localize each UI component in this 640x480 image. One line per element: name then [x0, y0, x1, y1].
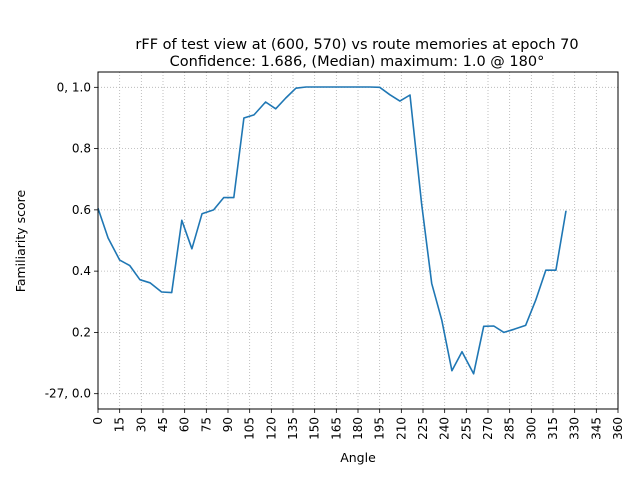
chart-title-line1: rFF of test view at (600, 570) vs route …: [135, 37, 578, 53]
x-tick-label: 360: [611, 417, 625, 440]
x-tick-label: 315: [546, 417, 560, 440]
x-tick-label: 150: [308, 417, 322, 440]
x-tick-label: 15: [113, 417, 127, 432]
x-tick-label: 120: [264, 417, 278, 440]
x-axis: 0 15 30 45 60 75 90 105 120 135 150 165 180 195 210 225…: [91, 409, 625, 440]
x-tick-label: 60: [178, 417, 192, 432]
x-tick-label: 240: [438, 417, 452, 440]
y-axis-label: Familiarity score: [13, 189, 28, 292]
y-tick-label: 0.6: [72, 203, 91, 217]
x-tick-label: 75: [199, 417, 213, 432]
y-tick-label: 0, 1.0: [57, 80, 91, 94]
y-tick-label: 0.4: [72, 264, 91, 278]
x-tick-label: 300: [524, 417, 538, 440]
series-line-familiarity: [97, 86, 567, 375]
y-axis: -27, 0.0 0.2 0.4 0.6 0.8 0, 1.0: [45, 80, 98, 401]
y-tick-label: -27, 0.0: [45, 387, 91, 401]
x-tick-label: 30: [134, 417, 148, 432]
y-tick-label: 0.2: [72, 325, 91, 339]
y-tick-label: 0.8: [72, 142, 91, 156]
x-tick-label: 285: [503, 417, 517, 440]
x-tick-label: 210: [394, 417, 408, 440]
x-tick-label: 90: [221, 417, 235, 432]
series-layer: [97, 86, 567, 375]
x-tick-label: 270: [481, 417, 495, 440]
x-tick-label: 255: [459, 417, 473, 440]
x-axis-label: Angle: [340, 450, 376, 465]
x-tick-label: 135: [286, 417, 300, 440]
x-tick-label: 345: [589, 417, 603, 440]
x-tick-label: 105: [243, 417, 257, 440]
x-tick-label: 0: [91, 417, 105, 425]
x-tick-label: 330: [568, 417, 582, 440]
x-tick-label: 165: [329, 417, 343, 440]
x-tick-label: 195: [373, 417, 387, 440]
x-tick-label: 180: [351, 417, 365, 440]
x-tick-label: 45: [156, 417, 170, 432]
x-tick-label: 225: [416, 417, 430, 440]
chart-title-line2: Confidence: 1.686, (Median) maximum: 1.0…: [170, 54, 545, 70]
